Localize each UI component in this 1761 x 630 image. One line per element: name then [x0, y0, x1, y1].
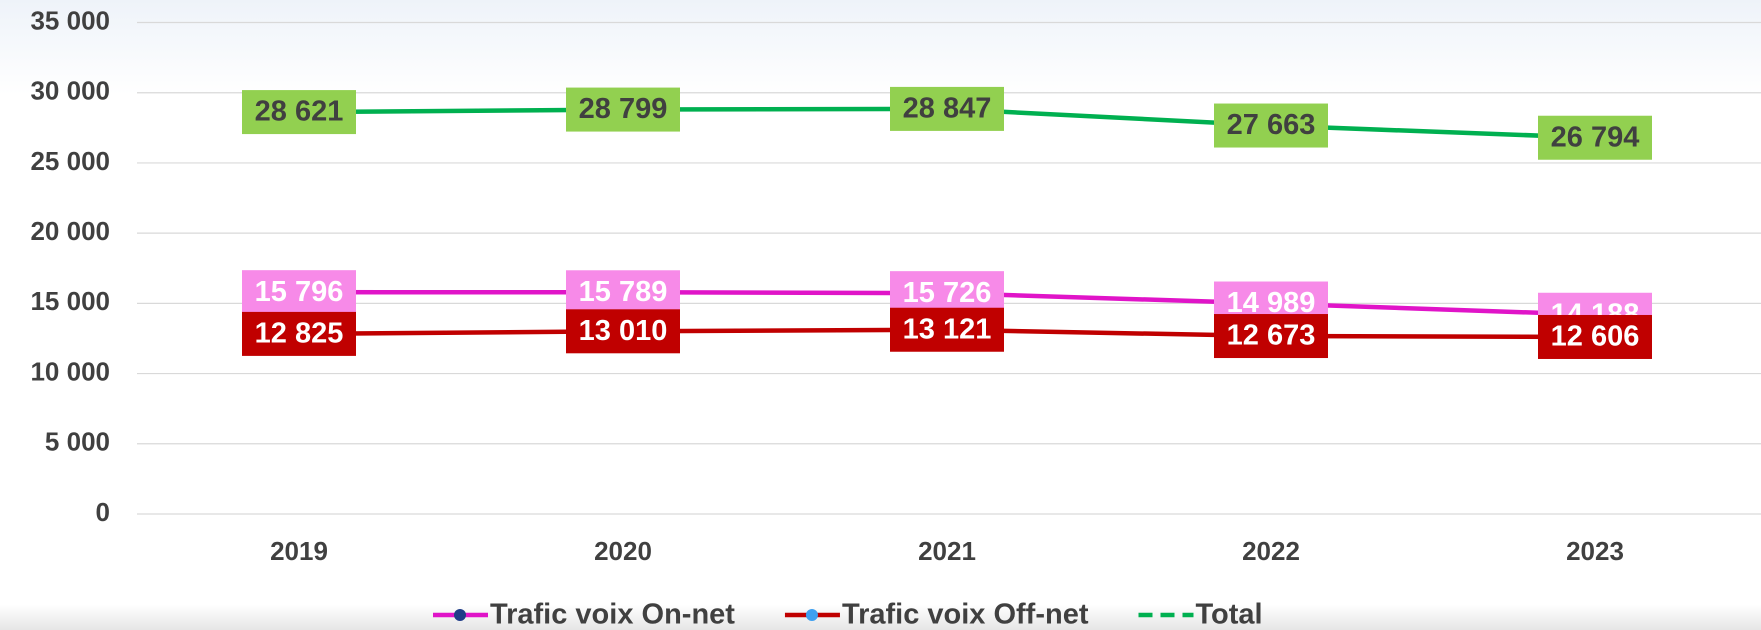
data-label-text: 28 621 — [255, 96, 344, 128]
x-tick-label: 2019 — [270, 536, 328, 566]
x-tick-label: 2022 — [1242, 536, 1300, 566]
data-label-box — [242, 270, 356, 315]
data-label: 27 663 — [1214, 103, 1328, 148]
data-label: 15 796 — [242, 270, 356, 315]
legend-item: Trafic voix On-net — [433, 599, 735, 630]
y-tick-label: 15 000 — [30, 286, 110, 316]
x-tick-label: 2020 — [594, 536, 652, 566]
data-label-box — [1538, 314, 1652, 359]
y-tick-label: 5 000 — [45, 427, 110, 457]
data-label: 13 121 — [890, 307, 1004, 352]
data-label-box — [1214, 314, 1328, 359]
data-label-text: 15 789 — [579, 276, 668, 308]
data-label: 26 794 — [1538, 115, 1652, 160]
data-label: 12 825 — [242, 311, 356, 356]
data-label-text: 12 825 — [255, 318, 344, 350]
data-label-text: 14 989 — [1227, 287, 1316, 319]
data-label-text: 28 799 — [579, 93, 668, 125]
y-tick-label: 35 000 — [30, 5, 110, 35]
legend-item: Trafic voix Off-net — [784, 599, 1089, 630]
legend-label: Total — [1196, 599, 1263, 630]
x-tick-label: 2023 — [1566, 536, 1624, 566]
data-label-text: 12 673 — [1227, 320, 1316, 352]
data-label: 12 606 — [1538, 314, 1652, 359]
data-label: 28 799 — [566, 87, 680, 132]
data-label-box — [566, 87, 680, 132]
data-label-box — [242, 90, 356, 135]
data-label-text: 13 121 — [903, 313, 992, 345]
data-label: 28 621 — [242, 90, 356, 135]
data-label-text: 27 663 — [1227, 109, 1316, 141]
data-label-text: 15 796 — [255, 276, 344, 308]
data-label-text: 26 794 — [1551, 121, 1640, 153]
legend-label: Trafic voix On-net — [490, 599, 735, 630]
data-label-box — [1538, 115, 1652, 160]
data-label-text: 28 847 — [903, 93, 992, 125]
data-label-text: 12 606 — [1551, 321, 1640, 353]
data-label-box — [890, 307, 1004, 352]
y-tick-label: 25 000 — [30, 146, 110, 176]
legend-marker — [454, 609, 466, 621]
legend-label: Trafic voix Off-net — [842, 599, 1089, 630]
legend-item: Total — [1138, 599, 1263, 630]
data-label-box — [1214, 103, 1328, 148]
data-label-box — [242, 311, 356, 356]
y-tick-label: 10 000 — [30, 356, 110, 386]
data-label-box — [890, 86, 1004, 131]
data-label: 12 673 — [1214, 314, 1328, 359]
y-tick-label: 20 000 — [30, 216, 110, 246]
data-label: 15 789 — [566, 270, 680, 315]
data-label: 13 010 — [566, 309, 680, 354]
data-label-text: 15 726 — [903, 277, 992, 309]
legend-marker — [805, 609, 818, 621]
x-tick-label: 2021 — [918, 536, 976, 566]
y-tick-label: 0 — [96, 497, 110, 527]
data-label: 28 847 — [890, 86, 1004, 131]
data-label-box — [566, 309, 680, 354]
data-label-box — [566, 270, 680, 315]
y-tick-label: 30 000 — [30, 76, 110, 106]
data-label-text: 13 010 — [579, 315, 668, 347]
